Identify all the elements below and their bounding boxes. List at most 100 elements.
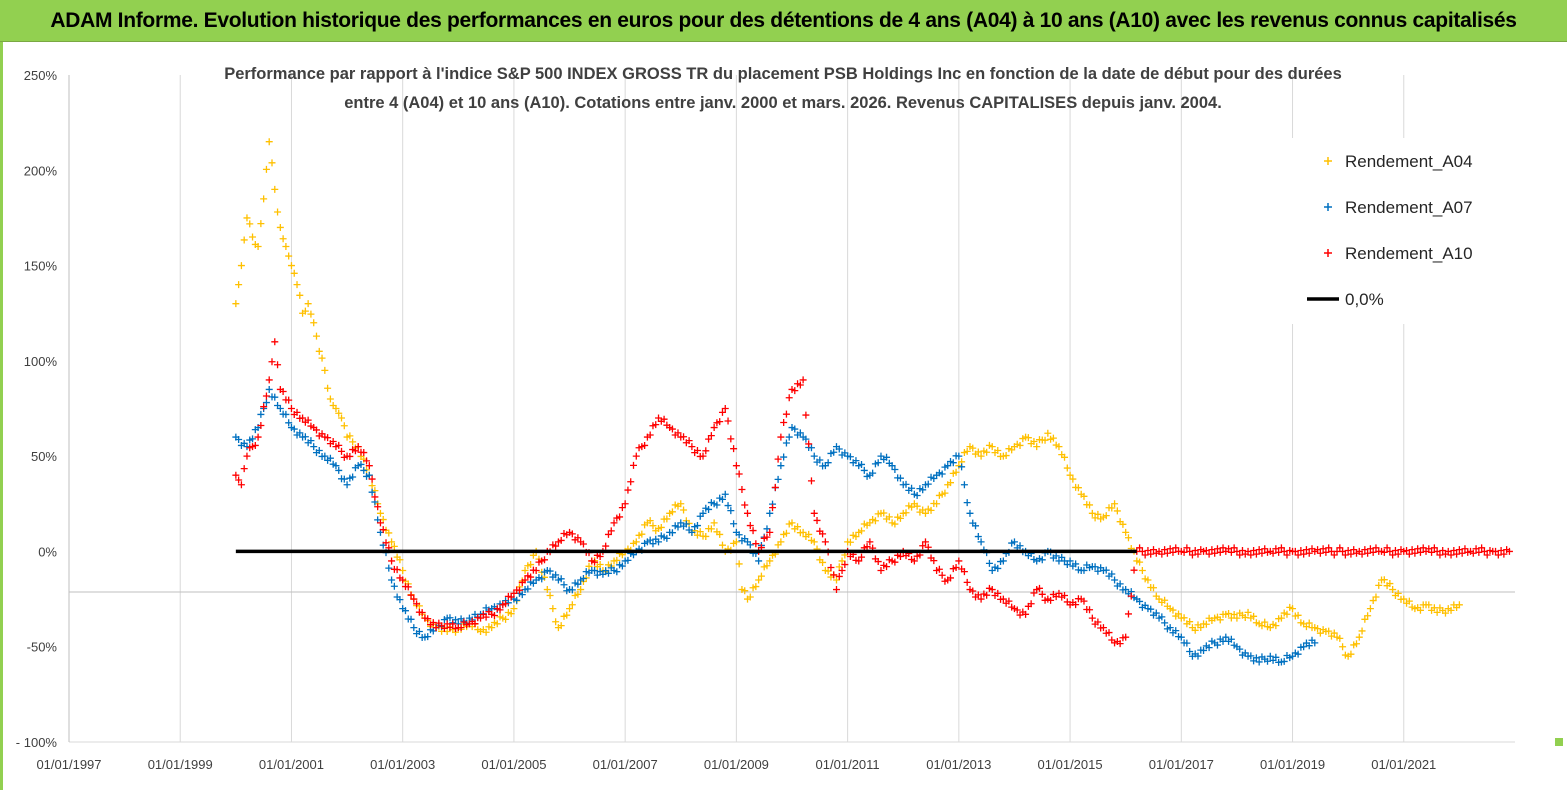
series-rendement-a04-point [1314,625,1322,633]
series-rendement-a10-point [410,595,418,603]
series-rendement-a04-point [777,538,785,546]
series-rendement-a07-point [1016,542,1024,550]
series-rendement-a04-point [1063,464,1071,472]
series-rendement-a10-point [329,438,337,446]
x-tick-label: 01/01/1999 [148,757,213,772]
series-rendement-a10-point [1208,546,1216,554]
series-rendement-a10-point [1472,545,1480,553]
series-rendement-a04-point [994,446,1002,454]
series-rendement-a10-point [457,624,465,632]
series-rendement-a04-point [237,262,245,270]
series-rendement-a04-point [510,605,518,613]
series-rendement-a07-point [721,490,729,498]
series-rendement-a10-point [1403,547,1411,555]
series-rendement-a07-point [1213,641,1221,649]
series-rendement-a10-point [930,557,938,565]
series-rendement-a10-point [702,447,710,455]
series-rendement-a10-point [732,462,740,470]
series-rendement-a07-point [599,570,607,578]
series-rendement-a04-point [896,514,904,522]
series-rendement-a04-point [1080,492,1088,500]
series-rendement-a04-point [249,233,257,241]
series-rendement-a04-point [268,159,276,167]
series-rendement-a04-point [693,531,701,539]
series-rendement-a10-point [1244,547,1252,555]
series-rendement-a10-point [1314,546,1322,554]
series-rendement-a10-point [363,457,371,465]
series-rendement-a10-point [710,424,718,432]
series-rendement-a10-point [1436,551,1444,559]
series-rendement-a04-point [1336,634,1344,642]
series-rendement-a07-point [674,523,682,531]
series-rendement-a04-point [846,538,854,546]
series-rendement-a10-point [863,543,871,551]
series-rendement-a10-point [407,591,415,599]
series-rendement-a07-point [1058,553,1066,561]
series-rendement-a10-point [1202,547,1210,555]
series-rendement-a10-point [1035,584,1043,592]
series-rendement-a04-point [613,556,621,564]
x-tick-label: 01/01/2013 [926,757,991,772]
series-rendement-a04-point [246,220,254,228]
series-rendement-a10-point [693,446,701,454]
series-rendement-a07-point [290,425,298,433]
series-rendement-a04-point [1258,622,1266,630]
series-rendement-a07-point [365,471,373,479]
series-rendement-a07-point [1227,635,1235,643]
series-rendement-a10-point [810,509,818,517]
x-tick-label: 01/01/2019 [1260,757,1325,772]
series-rendement-a07-point [994,564,1002,572]
series-rendement-a10-point [374,503,382,511]
series-rendement-a10-point [1099,624,1107,632]
series-rendement-a10-point [1297,547,1305,555]
series-rendement-a07-point [357,460,365,468]
series-rendement-a10-point [1350,546,1358,554]
series-rendement-a04-point [293,281,301,289]
series-rendement-a10-point [1475,548,1483,556]
series-rendement-a07-point [718,495,726,503]
resize-handle-bottom-right[interactable] [1555,738,1563,746]
series-rendement-a07-point [1200,647,1208,655]
series-rendement-a07-point [891,466,899,474]
series-rendement-a10-point [240,465,248,473]
series-rendement-a10-point [471,620,479,628]
series-rendement-a04-point [254,243,262,251]
series-rendement-a10-point [1405,550,1413,558]
series-rendement-a04-point [507,610,515,618]
series-rendement-a04-point [1041,436,1049,444]
series-rendement-a04-point [852,533,860,541]
series-rendement-a10-point [660,415,668,423]
series-rendement-a10-point [1088,614,1096,622]
series-rendement-a10-point [271,338,279,346]
series-rendement-a04-point [307,310,315,318]
series-rendement-a04-point [1216,616,1224,624]
series-rendement-a04-point [927,506,935,514]
series-rendement-a10-point [596,553,604,561]
series-rendement-a07-point [257,410,265,418]
series-rendement-a10-point [1505,547,1513,555]
series-rendement-a10-point [1161,546,1169,554]
series-rendement-a04-point [794,523,802,531]
series-rendement-a07-point [593,571,601,579]
series-rendement-a04-point [1225,609,1233,617]
series-rendement-a10-point [1186,547,1194,555]
series-rendement-a10-point [1325,544,1333,552]
series-rendement-a07-point [538,575,546,583]
series-rendement-a07-point [782,439,790,447]
series-rendement-a10-point [1105,629,1113,637]
series-rendement-a04-point [799,528,807,536]
series-rendement-a10-point [351,447,359,455]
series-rendement-a04-point [977,452,985,460]
series-rendement-a04-point [1230,610,1238,618]
series-rendement-a10-point [1389,551,1397,559]
series-rendement-a10-point [741,501,749,509]
series-rendement-a07-point [1300,643,1308,651]
series-rendement-a10-point [1216,548,1224,556]
series-rendement-a10-point [994,589,1002,597]
series-rendement-a10-point [1147,550,1155,558]
series-rendement-a07-point [724,502,732,510]
series-rendement-a10-point [1336,544,1344,552]
series-rendement-a10-point [243,452,251,460]
series-rendement-a10-point [1213,545,1221,553]
series-rendement-a04-point [1144,576,1152,584]
